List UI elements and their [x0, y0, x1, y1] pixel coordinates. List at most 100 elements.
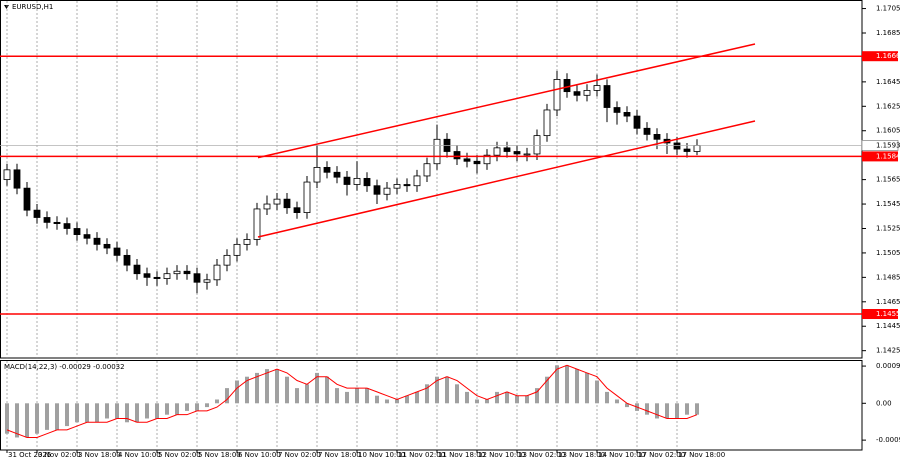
- candle-body: [393, 184, 401, 189]
- level-label-box: [862, 51, 898, 62]
- symbol-menu-arrow: [4, 5, 9, 9]
- histogram-bar: [485, 399, 489, 404]
- histogram-bar: [395, 399, 399, 404]
- trend-line: [257, 120, 756, 238]
- histogram-bar: [35, 403, 39, 434]
- histogram-bar: [515, 395, 519, 404]
- level-label: 1.1455: [876, 310, 900, 318]
- candle-body: [503, 147, 511, 152]
- histogram-bar: [655, 403, 659, 419]
- candle-body: [143, 273, 151, 278]
- candle-body: [673, 142, 681, 150]
- y-tick-label: 1.1525: [876, 224, 900, 232]
- histogram-bar: [195, 403, 199, 411]
- candle-body: [403, 184, 411, 187]
- histogram-bar: [535, 388, 539, 404]
- histogram-bar: [605, 391, 609, 404]
- candle-body: [323, 166, 331, 173]
- x-tick-label: 14 Nov 10:00: [598, 451, 645, 459]
- histogram-bar: [525, 395, 529, 404]
- candle-body: [83, 234, 91, 239]
- candle-body: [173, 270, 181, 275]
- y-tick-label: 1.1505: [876, 249, 900, 257]
- candle-body: [543, 109, 551, 137]
- histogram-bar: [675, 403, 679, 419]
- x-tick-label: 7 Nov 18:00: [318, 451, 361, 459]
- candle-body: [53, 221, 61, 224]
- level-label: 1.1666: [876, 52, 900, 60]
- histogram-bar: [465, 391, 469, 404]
- histogram-bar: [135, 403, 139, 423]
- histogram-bar: [75, 403, 79, 423]
- histogram-bar: [645, 403, 649, 415]
- y-tick-label: 1.1445: [876, 322, 900, 330]
- candle-body: [223, 254, 231, 266]
- candle-body: [643, 127, 651, 135]
- candle-body: [123, 254, 131, 266]
- histogram-bar: [115, 403, 119, 419]
- candle-body: [293, 207, 301, 214]
- y-tick-label: 1.1605: [876, 127, 900, 135]
- histogram-bar: [565, 365, 569, 404]
- histogram-bar: [165, 403, 169, 415]
- histogram-bar: [695, 403, 699, 415]
- histogram-bar: [475, 399, 479, 404]
- y-tick-label: 1.1685: [876, 29, 900, 37]
- candle-body: [103, 243, 111, 249]
- candle-body: [343, 176, 351, 185]
- histogram-bar: [315, 372, 319, 404]
- histogram-bar: [545, 376, 549, 404]
- y-tick-label: 1.1565: [876, 176, 900, 184]
- candle-body: [203, 279, 211, 283]
- y-tick-label: 1.1485: [876, 273, 900, 281]
- candle-body: [13, 169, 21, 189]
- candle-body: [493, 147, 501, 156]
- x-tick-label: 6 Nov 10:00: [238, 451, 281, 459]
- histogram-bar: [295, 388, 299, 404]
- candle-body: [533, 135, 541, 155]
- histogram-bar: [325, 376, 329, 404]
- candle-body: [243, 239, 251, 245]
- candle-body: [63, 223, 71, 229]
- candle-body: [373, 185, 381, 195]
- histogram-bar: [375, 395, 379, 404]
- x-tick-label: 31 Oct 2025: [8, 451, 51, 459]
- histogram-bar: [95, 403, 99, 423]
- histogram-bar: [345, 391, 349, 404]
- last-price-box: [861, 140, 899, 151]
- y-tick-label: 1.1645: [876, 78, 900, 86]
- histogram-bar: [215, 399, 219, 404]
- histogram-bar: [105, 403, 109, 419]
- histogram-bar: [65, 403, 69, 427]
- candle-body: [633, 115, 641, 129]
- candle-body: [553, 79, 561, 111]
- candle-body: [623, 112, 631, 117]
- histogram-bar: [85, 403, 89, 423]
- x-tick-label: 17 Nov 18:00: [678, 451, 725, 459]
- macd-panel-frame: [0, 360, 863, 451]
- candle-body: [573, 91, 581, 96]
- histogram-bar: [665, 403, 669, 419]
- histogram-bar: [155, 403, 159, 419]
- candle-body: [423, 163, 431, 177]
- candle-body: [153, 276, 161, 279]
- candle-body: [23, 187, 31, 211]
- histogram-bar: [445, 376, 449, 404]
- candle-body: [413, 175, 421, 187]
- candle-body: [513, 151, 521, 155]
- candle-body: [73, 228, 81, 235]
- histogram-bar: [125, 403, 129, 423]
- x-tick-label: 11 Nov 02:00: [398, 451, 445, 459]
- x-tick-label: 10 Nov 10:00: [358, 451, 405, 459]
- candle-body: [603, 85, 611, 108]
- y-tick-label: 1.1545: [876, 200, 900, 208]
- histogram-bar: [5, 403, 9, 434]
- histogram-bar: [425, 384, 429, 404]
- histogram-bar: [615, 399, 619, 404]
- x-tick-label: 11 Nov 18:00: [438, 451, 485, 459]
- x-tick-label: 13 Nov 02:00: [518, 451, 565, 459]
- candle-body: [313, 166, 321, 183]
- candle-body: [383, 187, 391, 195]
